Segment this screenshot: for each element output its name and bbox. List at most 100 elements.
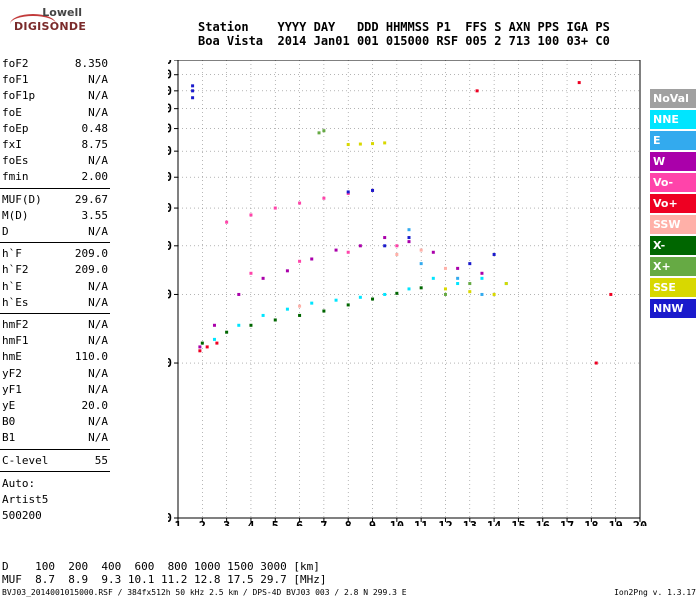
param-row: M(D) 3.55 bbox=[2, 208, 108, 224]
version-info: Ion2Png v. 1.3.17 bbox=[614, 588, 696, 597]
data-point-e bbox=[456, 276, 460, 280]
data-point-x- bbox=[225, 330, 229, 334]
x-tick-label: 9 bbox=[369, 519, 376, 526]
header-row-values: Boa Vista 2014 Jan01 001 015000 RSF 005 … bbox=[198, 34, 610, 48]
param-value: 110.0 bbox=[74, 350, 108, 364]
data-point-vo+ bbox=[198, 349, 202, 353]
x-tick-label: 8 bbox=[345, 519, 352, 526]
data-point-w bbox=[358, 244, 362, 248]
data-point-w bbox=[456, 266, 460, 270]
data-point-vo- bbox=[395, 244, 399, 248]
legend-item: X- bbox=[650, 236, 696, 255]
data-point-nne bbox=[310, 301, 314, 305]
param-value: 2.00 bbox=[81, 170, 109, 184]
param-value: 8.350 bbox=[74, 57, 108, 70]
param-name: h`Es bbox=[2, 295, 29, 309]
clevel-value: 55 bbox=[94, 453, 108, 467]
data-point-sse bbox=[383, 141, 387, 145]
param-name: foEs bbox=[2, 154, 29, 168]
data-point-vo- bbox=[249, 213, 253, 217]
data-point-nne bbox=[407, 287, 411, 291]
param-value: N/A bbox=[88, 279, 108, 293]
param-name: h`F bbox=[2, 247, 22, 261]
param-value: 29.67 bbox=[74, 192, 108, 206]
data-point-x- bbox=[371, 297, 375, 301]
data-point-nne bbox=[431, 276, 435, 280]
auto-line: Artist5 bbox=[2, 493, 49, 506]
data-point-sse bbox=[468, 290, 472, 294]
data-point-nne bbox=[237, 323, 241, 327]
data-point-nnw bbox=[407, 236, 411, 240]
y-tick-label: 700 bbox=[168, 144, 172, 158]
data-point-nnw bbox=[346, 190, 350, 194]
param-value: 0.48 bbox=[81, 121, 109, 135]
param-row: D N/A bbox=[2, 224, 108, 240]
param-name: yF1 bbox=[2, 382, 22, 396]
data-point-nnw bbox=[191, 89, 195, 93]
y-tick-label: 1100 bbox=[168, 68, 172, 82]
param-row: h`F2 209.0 bbox=[2, 262, 108, 278]
data-point-sse bbox=[358, 142, 362, 146]
data-point-nne bbox=[383, 292, 387, 296]
data-point-w bbox=[480, 271, 484, 275]
param-row: foE N/A bbox=[2, 105, 108, 121]
param-row: h`Es N/A bbox=[2, 295, 108, 311]
data-point-nne bbox=[261, 313, 265, 317]
param-name: B0 bbox=[2, 415, 16, 429]
data-point-nnw bbox=[191, 96, 195, 100]
x-tick-label: 3 bbox=[223, 519, 230, 526]
data-point-nne bbox=[480, 276, 484, 280]
data-point-ssw bbox=[419, 248, 423, 252]
param-row: foF1p N/A bbox=[2, 88, 108, 104]
legend-item: NoVal bbox=[650, 89, 696, 108]
data-point-e bbox=[407, 228, 411, 232]
param-value: N/A bbox=[88, 415, 108, 429]
param-value: 3.55 bbox=[81, 208, 109, 222]
legend-item: NNW bbox=[650, 299, 696, 318]
param-row: foF2 8.350 bbox=[2, 56, 108, 72]
data-point-nnw bbox=[468, 262, 472, 266]
legend-item: X+ bbox=[650, 257, 696, 276]
data-point-nnw bbox=[371, 188, 375, 192]
x-tick-label: 15 bbox=[511, 519, 525, 526]
param-name: D bbox=[2, 225, 9, 238]
data-point-w bbox=[407, 240, 411, 244]
y-tick-label: 80 bbox=[168, 511, 172, 525]
param-value: N/A bbox=[88, 105, 108, 119]
data-point-nne bbox=[285, 307, 289, 311]
file-info: BVJ03_2014001015000.RSF / 384fx512h 50 k… bbox=[2, 588, 407, 597]
data-point-x- bbox=[298, 313, 302, 317]
data-point-w bbox=[261, 276, 265, 280]
data-point-x+ bbox=[443, 292, 447, 296]
data-point-x- bbox=[200, 341, 204, 345]
data-point-e bbox=[419, 262, 423, 266]
param-value: 209.0 bbox=[74, 247, 108, 261]
param-name: yF2 bbox=[2, 366, 22, 380]
param-row: foEp 0.48 bbox=[2, 121, 108, 137]
data-point-w bbox=[383, 236, 387, 240]
param-name: foF2 bbox=[2, 57, 29, 70]
param-name: h`E bbox=[2, 279, 22, 293]
param-name: foEp bbox=[2, 121, 29, 135]
plot-frame bbox=[177, 60, 641, 519]
param-name: yE bbox=[2, 399, 16, 412]
separator bbox=[0, 313, 110, 314]
param-row: hmF2 N/A bbox=[2, 317, 108, 333]
data-point-sse bbox=[346, 143, 350, 147]
param-row: hmE 110.0 bbox=[2, 349, 108, 365]
x-tick-label: 18 bbox=[584, 519, 598, 526]
data-point-w bbox=[237, 292, 241, 296]
data-point-ssw bbox=[443, 266, 447, 270]
x-tick-label: 13 bbox=[463, 519, 477, 526]
param-value: N/A bbox=[88, 431, 108, 445]
data-point-vo+ bbox=[475, 89, 479, 93]
param-value: N/A bbox=[88, 73, 108, 87]
legend-item: SSE bbox=[650, 278, 696, 297]
y-tick-label: 1000 bbox=[168, 84, 172, 98]
param-value: N/A bbox=[88, 334, 108, 348]
y-tick-label: 800 bbox=[168, 122, 172, 136]
data-point-vo+ bbox=[577, 81, 581, 85]
distance-row: D 100 200 400 600 800 1000 1500 3000 [km… bbox=[2, 560, 320, 573]
parameter-panel: foF2 8.350 foF1 N/A foF1p N/A foE N/A foEp 0.48 fx… bbox=[0, 56, 112, 536]
data-point-w bbox=[310, 257, 314, 261]
